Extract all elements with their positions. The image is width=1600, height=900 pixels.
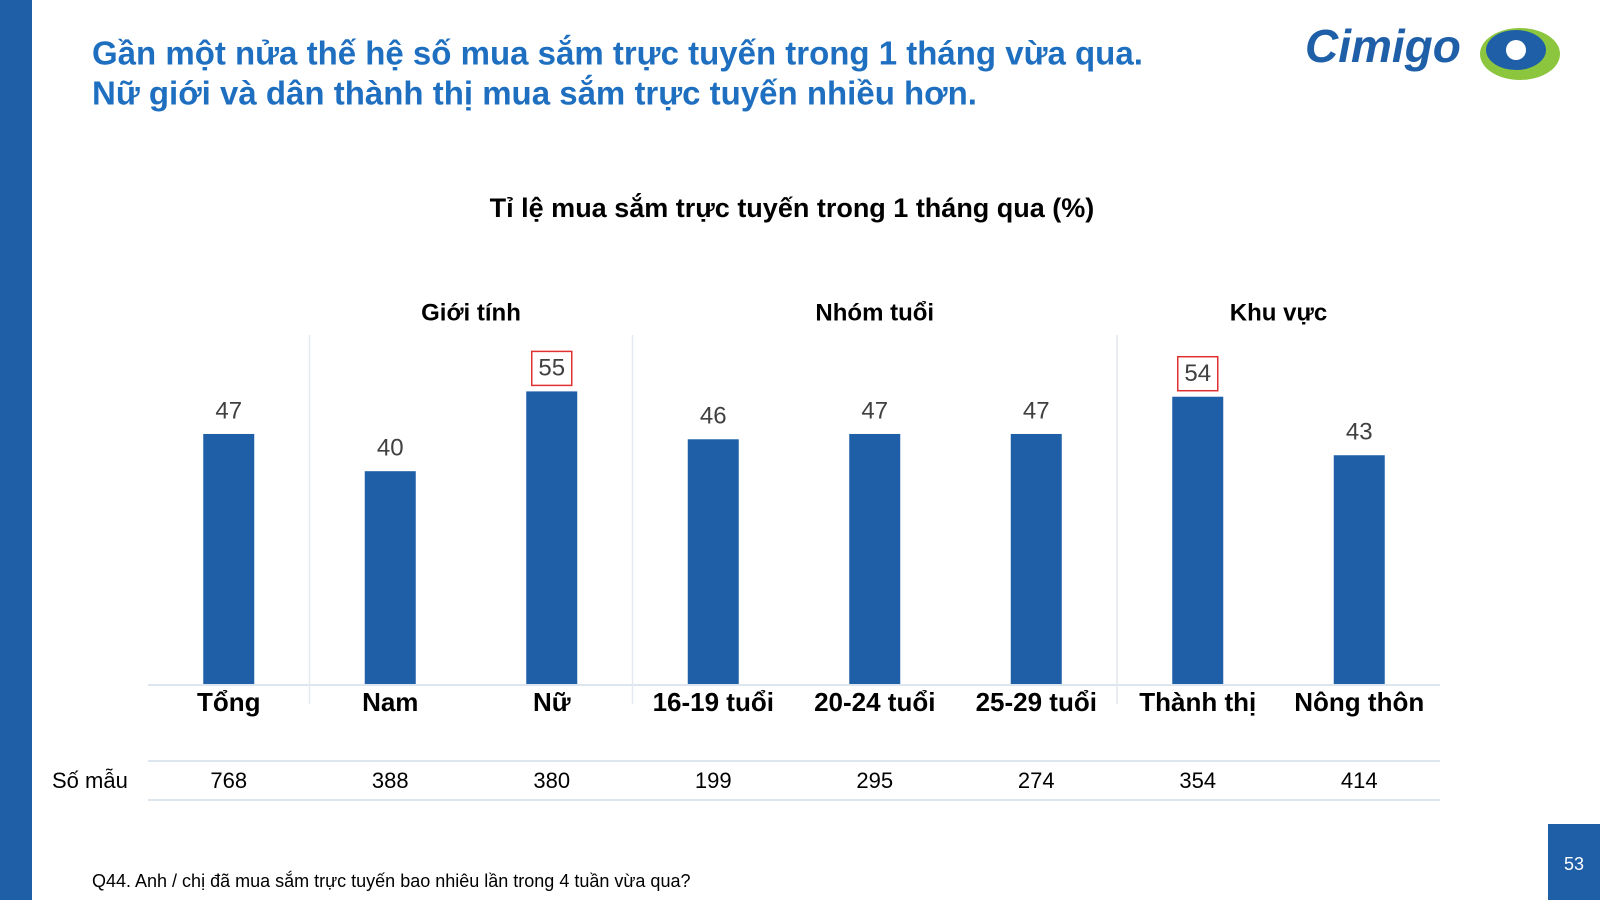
logo-eye xyxy=(1506,40,1526,60)
chart-title: Tỉ lệ mua sắm trực tuyến trong 1 tháng q… xyxy=(490,192,1095,223)
sample-size: 768 xyxy=(210,768,247,793)
value-label: 43 xyxy=(1346,419,1373,446)
x-tick-label: Nông thôn xyxy=(1294,687,1424,717)
x-tick-label: Nữ xyxy=(533,687,571,717)
logo-text: Cimigo xyxy=(1305,20,1461,72)
bar xyxy=(364,471,416,684)
highlight-box xyxy=(1177,355,1219,392)
x-tick-label: 16-19 tuổi xyxy=(653,687,774,717)
bar xyxy=(203,433,255,684)
sample-label: Số mẫu xyxy=(52,768,128,793)
bar xyxy=(1333,455,1385,684)
headline: Nữ giới và dân thành thị mua sắm trực tu… xyxy=(92,75,977,112)
x-tick-label: 25-29 tuổi xyxy=(976,687,1097,717)
x-tick-label: Tổng xyxy=(197,687,261,717)
x-tick-label: Thành thị xyxy=(1139,687,1256,717)
value-label: 40 xyxy=(377,435,404,462)
value-label: 47 xyxy=(861,397,888,424)
headline: Gần một nửa thế hệ số mua sắm trực tuyến… xyxy=(92,35,1143,72)
sample-size: 274 xyxy=(1018,768,1055,793)
sample-size: 295 xyxy=(856,768,893,793)
value-label: 46 xyxy=(700,403,727,430)
sample-size: 199 xyxy=(695,768,732,793)
sample-size: 354 xyxy=(1179,768,1216,793)
value-label: 47 xyxy=(1023,397,1050,424)
group-label: Nhóm tuổi xyxy=(815,299,934,326)
value-label: 47 xyxy=(215,397,242,424)
x-tick-label: 20-24 tuổi xyxy=(814,687,935,717)
value-label: 54 xyxy=(1184,360,1211,387)
footnote: Q44. Anh / chị đã mua sắm trực tuyến bao… xyxy=(92,870,690,891)
group-label: Khu vực xyxy=(1230,299,1327,326)
highlight-box xyxy=(531,350,573,387)
page-number: 53 xyxy=(1564,854,1584,874)
sample-size: 414 xyxy=(1341,768,1378,793)
bar xyxy=(526,391,578,684)
value-label: 55 xyxy=(538,355,565,382)
bar xyxy=(687,439,739,684)
sample-size: 388 xyxy=(372,768,409,793)
bar xyxy=(1010,433,1062,684)
page-number-box xyxy=(1548,824,1600,900)
bar xyxy=(849,433,901,684)
side-bar xyxy=(0,0,32,900)
sample-size: 380 xyxy=(533,768,570,793)
x-tick-label: Nam xyxy=(362,687,418,717)
group-label: Giới tính xyxy=(421,299,521,326)
bar xyxy=(1172,396,1224,684)
